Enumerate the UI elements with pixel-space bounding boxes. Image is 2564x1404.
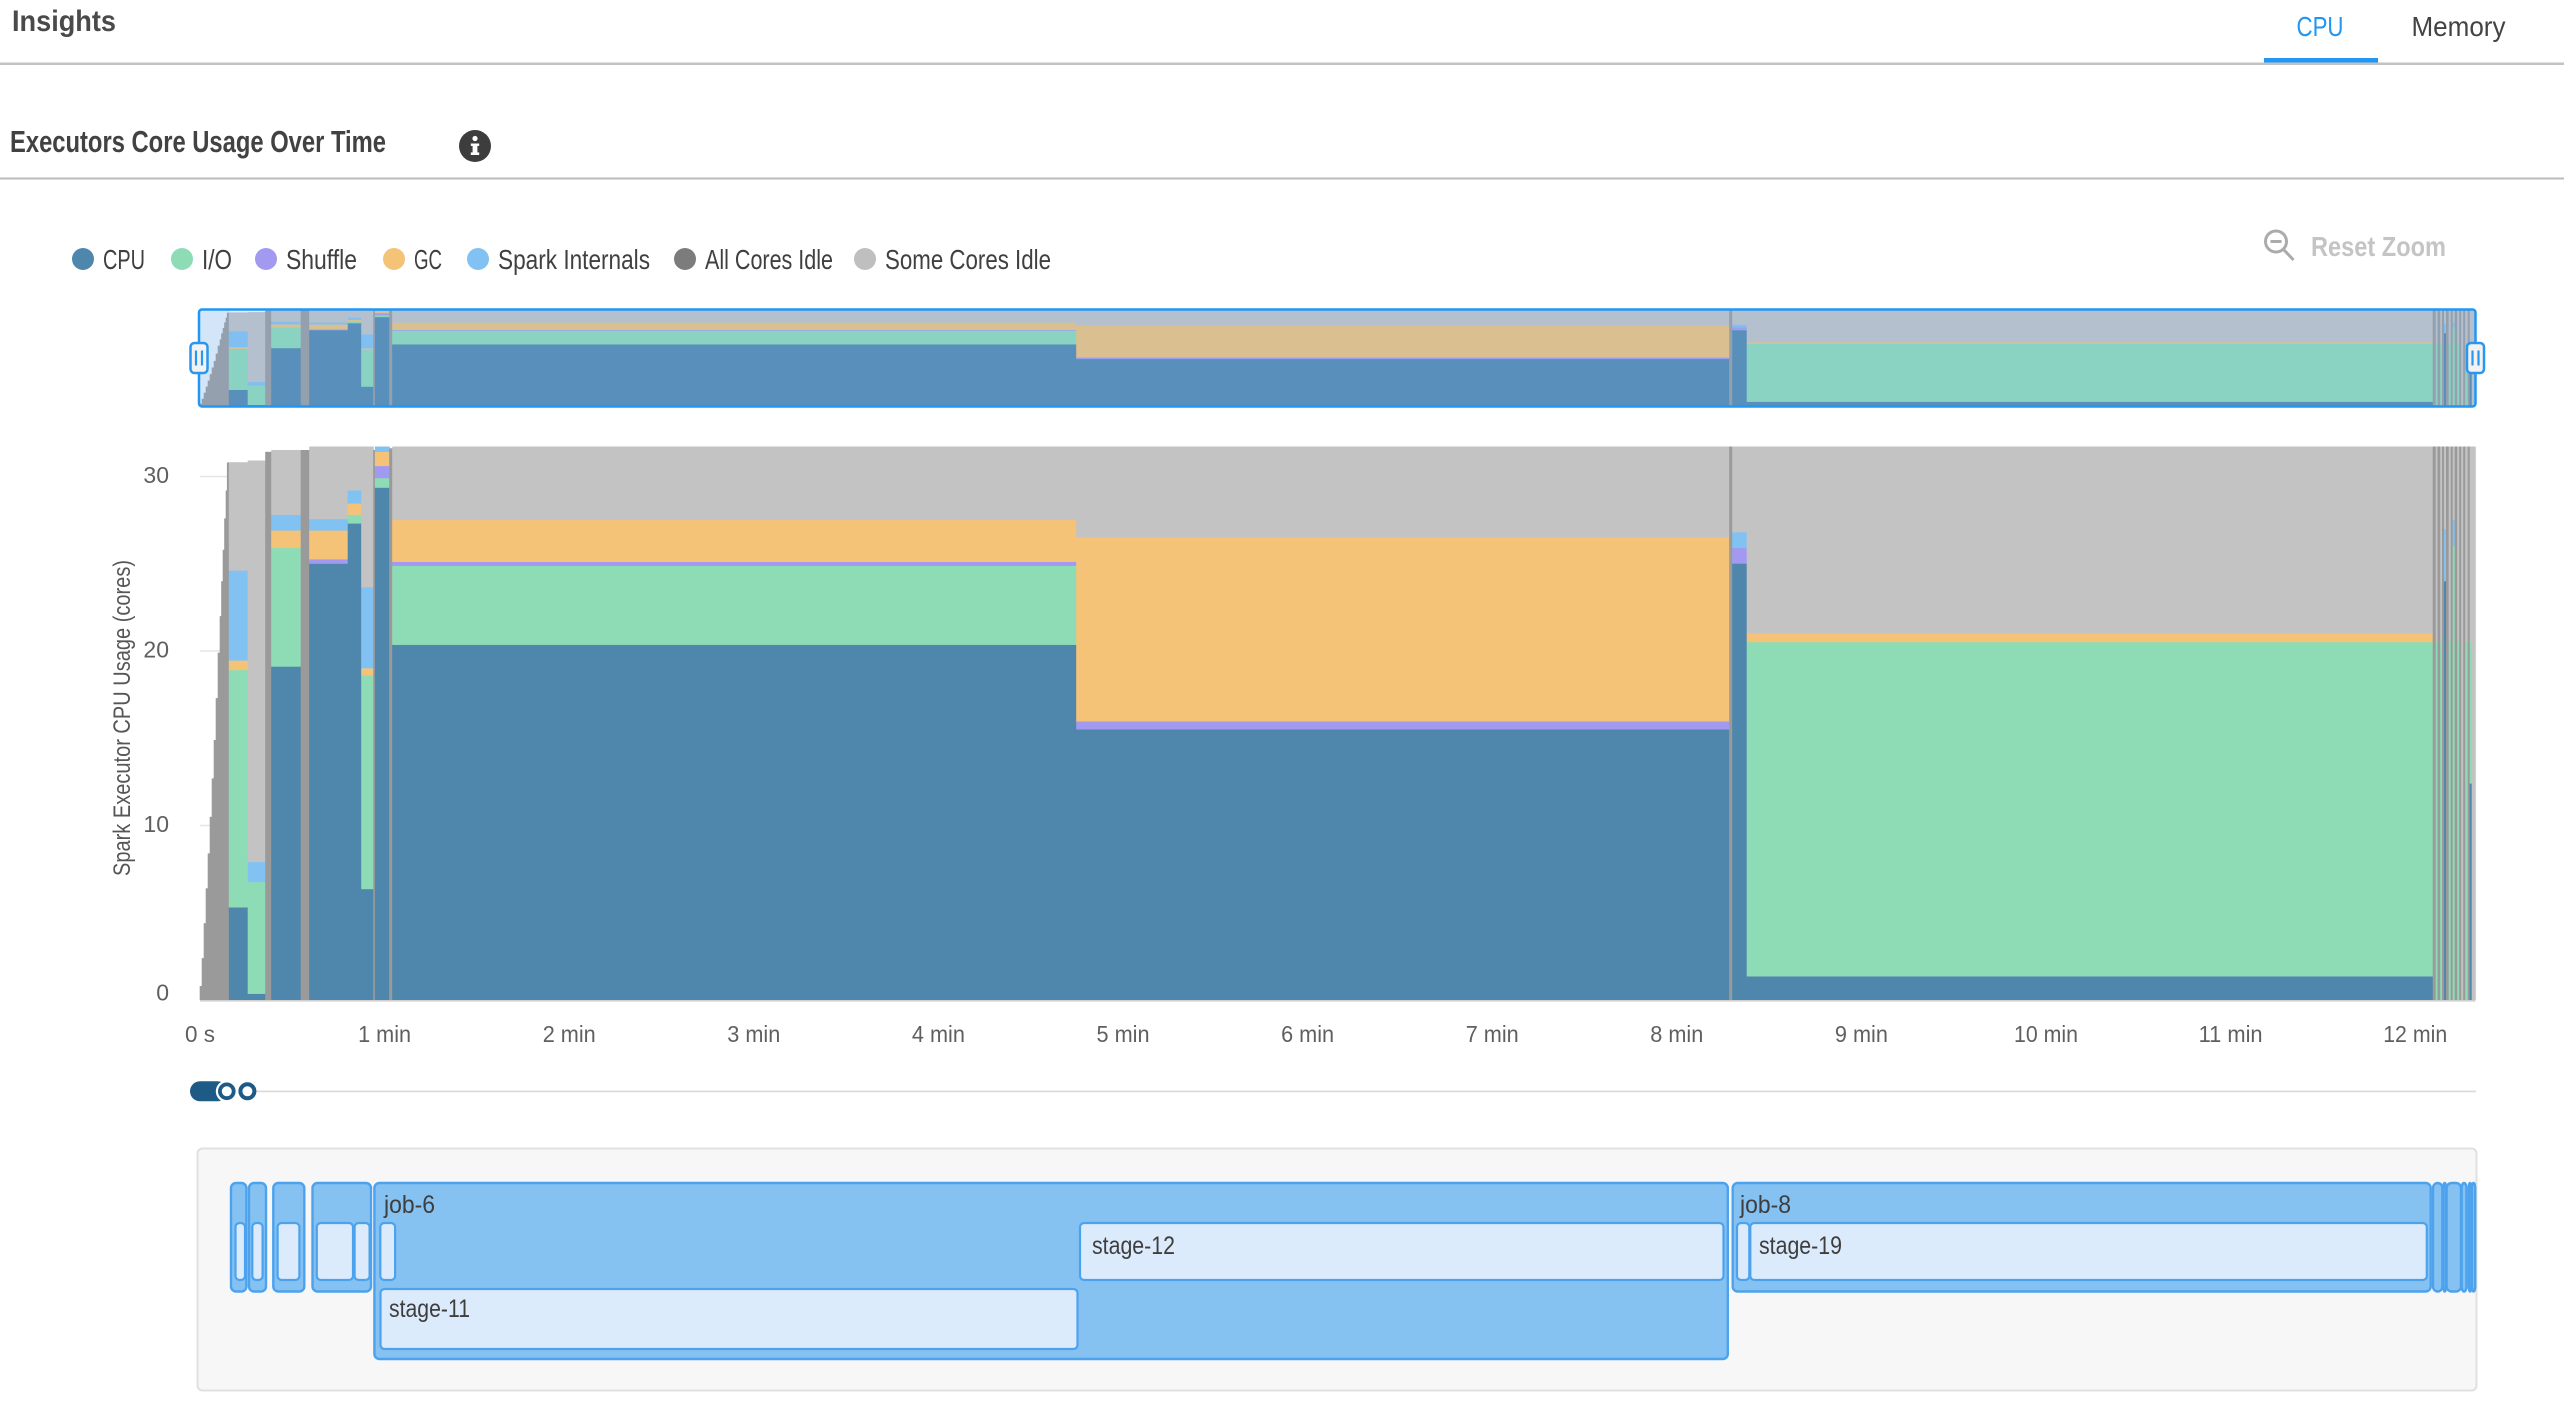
svg-text:stage-12: stage-12 [1092,1232,1175,1260]
svg-text:12 min: 12 min [2383,1021,2447,1047]
svg-text:Spark Internals: Spark Internals [498,244,650,275]
svg-text:1 min: 1 min [358,1021,411,1047]
svg-text:6 min: 6 min [1281,1021,1334,1047]
svg-text:4 min: 4 min [912,1021,965,1047]
svg-text:10 min: 10 min [2014,1021,2078,1047]
svg-text:11 min: 11 min [2199,1021,2263,1047]
svg-text:CPU: CPU [103,244,145,275]
svg-text:I/O: I/O [202,244,232,275]
svg-text:Shuffle: Shuffle [286,244,357,275]
svg-text:2 min: 2 min [543,1021,596,1047]
svg-text:0: 0 [156,980,169,1006]
svg-text:5 min: 5 min [1097,1021,1150,1047]
svg-text:All Cores Idle: All Cores Idle [705,244,833,275]
svg-text:job-8: job-8 [1739,1191,1791,1219]
svg-text:Spark Executor CPU Usage (core: Spark Executor CPU Usage (cores) [109,560,136,876]
svg-text:9 min: 9 min [1835,1021,1888,1047]
svg-text:7 min: 7 min [1466,1021,1519,1047]
svg-text:Memory: Memory [2412,11,2506,42]
svg-text:Insights: Insights [12,5,116,38]
svg-text:10: 10 [143,811,169,837]
svg-text:Reset Zoom: Reset Zoom [2311,231,2446,262]
svg-text:30: 30 [143,462,169,488]
svg-text:stage-19: stage-19 [1759,1232,1842,1260]
svg-text:0 s: 0 s [185,1021,215,1047]
svg-text:job-6: job-6 [383,1191,435,1219]
svg-text:3 min: 3 min [727,1021,780,1047]
svg-text:8 min: 8 min [1650,1021,1703,1047]
svg-text:Executors Core Usage Over Time: Executors Core Usage Over Time [10,124,386,159]
svg-text:Some Cores Idle: Some Cores Idle [885,244,1051,275]
svg-text:CPU: CPU [2297,11,2344,42]
svg-text:stage-11: stage-11 [389,1295,470,1323]
svg-text:GC: GC [414,244,442,275]
svg-text:20: 20 [143,637,169,663]
